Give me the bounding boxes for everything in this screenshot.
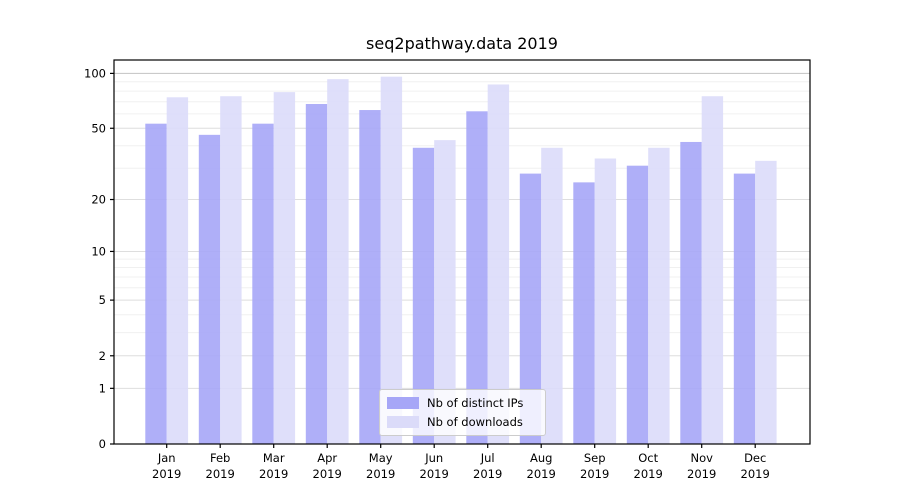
x-tick-label-month-Dec: Dec bbox=[744, 451, 766, 465]
x-tick-label-year-Apr: 2019 bbox=[313, 467, 342, 481]
x-tick-label-month-Feb: Feb bbox=[210, 451, 230, 465]
x-tick-label-month-Mar: Mar bbox=[263, 451, 285, 465]
y-tick-label-10: 10 bbox=[91, 244, 106, 258]
bar-downloads-Jun bbox=[434, 140, 456, 444]
bar-ips-Jul bbox=[466, 111, 488, 444]
x-tick-label-year-Sep: 2019 bbox=[580, 467, 609, 481]
y-tick-label-100: 100 bbox=[84, 66, 106, 80]
x-tick-label-month-Sep: Sep bbox=[584, 451, 606, 465]
bar-ips-Oct bbox=[626, 165, 649, 445]
x-tick-label-year-Mar: 2019 bbox=[259, 467, 288, 481]
bar-ips-Jan bbox=[145, 123, 167, 444]
bar-downloads-Apr bbox=[327, 79, 349, 444]
bar-ips-Dec bbox=[733, 173, 756, 444]
bar-downloads-Aug bbox=[541, 147, 563, 444]
chart-title: seq2pathway.data 2019 bbox=[366, 34, 558, 53]
legend-item-distinct-ips: Nb of distinct IPs bbox=[387, 395, 537, 411]
x-tick-label-year-May: 2019 bbox=[366, 467, 395, 481]
bar-downloads-Feb bbox=[220, 96, 242, 445]
bar-downloads-Nov bbox=[701, 96, 724, 445]
x-tick-label-year-Dec: 2019 bbox=[741, 467, 770, 481]
x-tick-label-year-Aug: 2019 bbox=[527, 467, 556, 481]
legend-label-downloads: Nb of downloads bbox=[427, 415, 523, 429]
x-tick-label-month-Aug: Aug bbox=[530, 451, 552, 465]
x-tick-label-month-Nov: Nov bbox=[690, 451, 713, 465]
y-tick-label-50: 50 bbox=[91, 121, 106, 135]
y-tick-label-5: 5 bbox=[99, 293, 106, 307]
y-tick-label-2: 2 bbox=[99, 349, 106, 363]
y-tick-label-1: 1 bbox=[99, 381, 106, 395]
bar-ips-Sep bbox=[573, 182, 595, 445]
x-tick-label-year-Jul: 2019 bbox=[473, 467, 502, 481]
bar-downloads-Dec bbox=[755, 160, 777, 444]
x-tick-label-month-Jan: Jan bbox=[157, 451, 176, 465]
x-tick-label-year-Jan: 2019 bbox=[152, 467, 181, 481]
x-tick-label-year-Feb: 2019 bbox=[206, 467, 235, 481]
legend: Nb of distinct IPs Nb of downloads bbox=[379, 389, 546, 436]
y-tick-label-20: 20 bbox=[91, 193, 106, 207]
bar-downloads-Jan bbox=[166, 97, 189, 444]
bar-ips-Jun bbox=[412, 147, 435, 444]
bar-ips-Aug bbox=[519, 173, 542, 444]
y-tick-label-0: 0 bbox=[99, 437, 106, 451]
x-tick-label-month-Oct: Oct bbox=[638, 451, 658, 465]
bar-ips-Feb bbox=[198, 134, 221, 444]
bar-ips-May bbox=[359, 110, 381, 444]
legend-item-downloads: Nb of downloads bbox=[387, 414, 537, 430]
legend-swatch-ips-icon bbox=[387, 397, 419, 409]
legend-label-ips: Nb of distinct IPs bbox=[427, 396, 524, 410]
x-tick-label-month-May: May bbox=[369, 451, 393, 465]
legend-swatch-downloads-icon bbox=[387, 416, 419, 428]
x-tick-label-month-Apr: Apr bbox=[317, 451, 337, 465]
bar-ips-Nov bbox=[680, 141, 702, 444]
x-tick-label-year-Jun: 2019 bbox=[420, 467, 449, 481]
x-tick-label-year-Oct: 2019 bbox=[634, 467, 663, 481]
x-tick-label-month-Jun: Jun bbox=[424, 451, 443, 465]
x-tick-label-month-Jul: Jul bbox=[480, 451, 495, 465]
bar-downloads-Mar bbox=[273, 92, 296, 444]
bar-downloads-Sep bbox=[594, 158, 617, 444]
bar-downloads-Jul bbox=[487, 84, 510, 444]
bar-downloads-Oct bbox=[648, 147, 670, 444]
bar-ips-Apr bbox=[305, 103, 328, 444]
bar-downloads-May bbox=[380, 76, 403, 445]
x-tick-label-year-Nov: 2019 bbox=[687, 467, 716, 481]
bar-ips-Mar bbox=[252, 123, 274, 444]
